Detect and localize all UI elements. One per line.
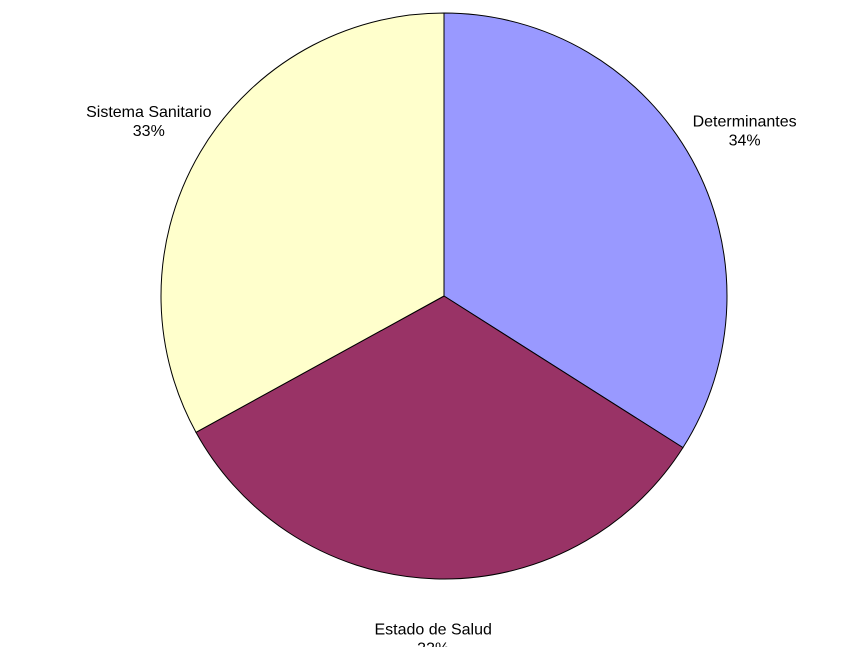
pie-slice-determinantes (443, 12, 728, 449)
slice-percent-label: 34% (729, 132, 761, 149)
pie-slice-estado-de-salud (195, 295, 684, 580)
slice-percent-label: 33% (133, 123, 165, 140)
slice-label-sistema-sanitario: Sistema Sanitario 33% (86, 104, 211, 140)
slice-category-label: Sistema Sanitario (86, 104, 211, 121)
pie-slice-sistema-sanitario (160, 12, 445, 434)
slice-percent-label: 33% (417, 640, 449, 647)
slice-label-estado-de-salud: Estado de Salud 33% (374, 621, 491, 647)
slices-layer (160, 12, 728, 580)
slice-category-label: Estado de Salud (374, 621, 491, 638)
slice-label-determinantes: Determinantes 34% (693, 113, 797, 149)
slice-category-label: Determinantes (693, 113, 797, 130)
